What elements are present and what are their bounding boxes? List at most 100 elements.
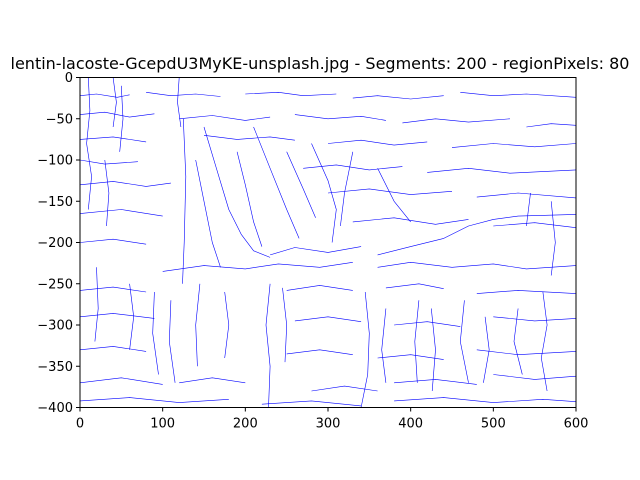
segment-contour-73 xyxy=(513,308,523,375)
segment-contour-0 xyxy=(79,93,130,98)
y-axis: 0 −50 −100 −150 −200 −250 −300 −350 −400 xyxy=(37,71,80,416)
segment-contour-70 xyxy=(431,308,436,392)
segment-contour-48 xyxy=(86,77,92,210)
segment-contour-55 xyxy=(236,151,263,247)
segment-contour-29 xyxy=(286,285,353,291)
segment-contour-15 xyxy=(303,164,403,171)
segment-contour-8 xyxy=(402,118,510,124)
x-tick-label: 600 xyxy=(564,417,589,432)
y-tick-label: −100 xyxy=(37,154,73,169)
y-tick-label: −400 xyxy=(37,401,73,416)
segment-contour-60 xyxy=(377,168,411,223)
x-tick-label: 200 xyxy=(233,417,258,432)
y-tick-label: −200 xyxy=(37,236,73,251)
segment-contour-71 xyxy=(459,300,469,383)
segment-contour-39 xyxy=(476,349,577,356)
segment-contour-65 xyxy=(195,283,201,367)
segment-contour-6 xyxy=(179,115,271,121)
x-tick-label: 500 xyxy=(481,417,506,432)
y-tick-label: −150 xyxy=(37,195,73,210)
segment-contour-59 xyxy=(340,151,354,227)
plot-lines xyxy=(79,77,577,408)
segment-contour-51 xyxy=(177,77,182,128)
segment-contour-75 xyxy=(550,201,556,276)
segment-contour-56 xyxy=(253,126,300,239)
segment-contour-58 xyxy=(311,143,337,243)
segment-contour-68 xyxy=(381,308,387,383)
segment-contour-34 xyxy=(394,321,461,327)
segment-contour-20 xyxy=(79,209,163,217)
segment-contour-74 xyxy=(540,291,548,392)
segment-contour-46 xyxy=(261,400,362,407)
segment-contour-31 xyxy=(476,290,577,294)
segment-contour-12 xyxy=(327,139,428,146)
segment-contour-21 xyxy=(352,217,469,225)
segment-contour-54 xyxy=(203,126,271,258)
segment-contour-41 xyxy=(179,377,246,384)
segment-contour-52 xyxy=(182,118,187,284)
segment-contour-43 xyxy=(394,379,477,385)
x-tick-label: 0 xyxy=(76,417,84,432)
x-tick-label: 400 xyxy=(398,417,423,432)
segment-contour-76 xyxy=(526,192,531,227)
segment-contour-40 xyxy=(79,377,163,385)
x-tick-label: 300 xyxy=(316,417,341,432)
y-tick-label: 0 xyxy=(65,71,73,86)
segment-contour-23 xyxy=(79,238,147,245)
y-tick-label: −300 xyxy=(37,319,73,334)
segment-contour-11 xyxy=(203,135,295,141)
segment-contour-77 xyxy=(94,267,99,342)
segment-contour-38 xyxy=(377,354,444,360)
segment-contour-7 xyxy=(294,114,386,121)
y-tick-label: −350 xyxy=(37,360,73,375)
segment-contour-37 xyxy=(286,349,353,355)
chart-title: lentin-lacoste-GcepdU3MyKE-unsplash.jpg … xyxy=(11,54,630,73)
segment-contour-61 xyxy=(265,283,271,408)
segment-contour-36 xyxy=(79,346,147,352)
segment-contour-78 xyxy=(129,283,134,350)
segment-contour-27 xyxy=(377,261,577,270)
segment-contour-10 xyxy=(79,136,147,143)
segment-contour-63 xyxy=(152,291,159,375)
segment-contour-24 xyxy=(270,246,362,256)
segment-contour-49 xyxy=(112,77,117,128)
plot-frame xyxy=(79,77,577,408)
y-tick-label: −250 xyxy=(37,277,73,292)
segment-contour-28 xyxy=(79,286,147,293)
segment-contour-5 xyxy=(79,111,155,118)
segment-contour-64 xyxy=(169,300,176,383)
segment-contour-26 xyxy=(162,262,353,272)
segment-contour-72 xyxy=(483,316,490,383)
segment-contour-13 xyxy=(451,143,577,148)
segment-contour-3 xyxy=(352,95,444,100)
segment-contour-50 xyxy=(119,85,124,152)
segment-contour-19 xyxy=(476,192,577,199)
segment-contour-79 xyxy=(104,159,110,227)
segment-contour-66 xyxy=(224,291,230,359)
segment-contour-2 xyxy=(245,92,337,96)
segment-contour-9 xyxy=(526,123,577,128)
segment-contour-17 xyxy=(79,181,171,187)
segment-contour-22 xyxy=(493,222,577,228)
segment-contour-32 xyxy=(79,313,155,319)
segment-contour-18 xyxy=(327,188,453,195)
segment-contour-53 xyxy=(195,159,221,268)
segment-contour-25 xyxy=(377,214,577,256)
segment-contour-1 xyxy=(146,92,221,97)
x-axis: 0 100 200 300 400 500 600 xyxy=(76,407,589,432)
segment-contour-57 xyxy=(286,151,316,218)
segment-contour-14 xyxy=(79,159,138,165)
segment-contour-33 xyxy=(294,316,362,322)
segment-contour-30 xyxy=(385,283,444,289)
segment-contour-62 xyxy=(282,287,288,363)
segment-contour-16 xyxy=(427,168,577,174)
segment-contour-44 xyxy=(493,374,577,380)
segment-contour-45 xyxy=(79,397,229,403)
segment-contour-67 xyxy=(360,291,370,408)
segment-contour-69 xyxy=(414,300,420,383)
y-tick-label: −50 xyxy=(46,112,73,127)
segment-contour-35 xyxy=(493,316,577,322)
x-tick-label: 100 xyxy=(150,417,175,432)
segment-contour-42 xyxy=(311,385,378,392)
